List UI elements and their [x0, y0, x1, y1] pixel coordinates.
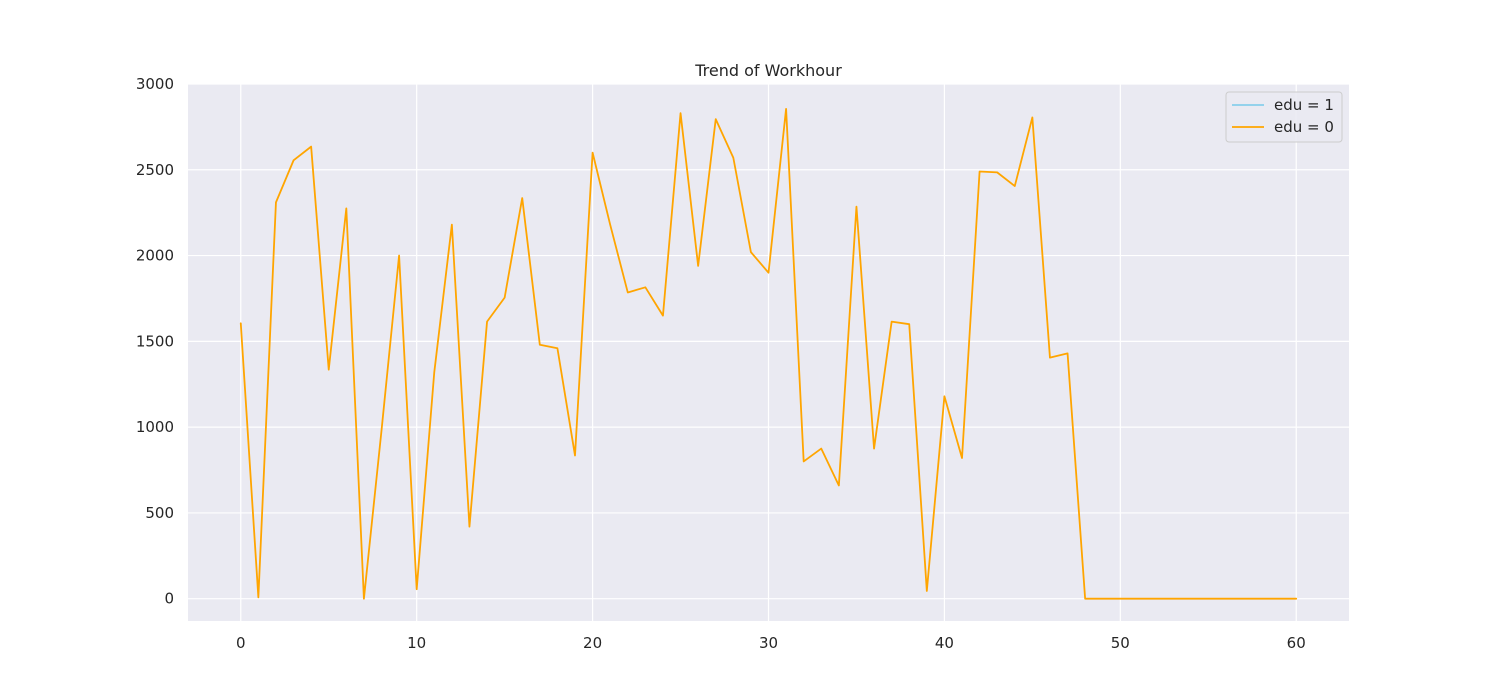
y-tick-label: 0	[164, 590, 174, 608]
x-tick-label: 30	[759, 634, 778, 652]
x-tick-label: 60	[1287, 634, 1306, 652]
y-tick-label: 500	[145, 504, 174, 522]
legend-label-1: edu = 0	[1274, 118, 1334, 136]
legend-label-0: edu = 1	[1274, 96, 1334, 114]
grid-lines	[188, 83, 1349, 621]
legend: edu = 1 edu = 0	[1225, 91, 1343, 143]
y-tick-label: 2000	[136, 247, 174, 265]
x-tick-label: 10	[407, 634, 426, 652]
x-tick-label: 40	[935, 634, 954, 652]
chart-title: Trend of Workhour	[694, 61, 842, 80]
x-tick-label: 50	[1111, 634, 1130, 652]
y-tick-label: 3000	[136, 75, 174, 93]
x-tick-labels: 0 10 20 30 40 50 60	[236, 634, 1306, 652]
y-tick-label: 2500	[136, 161, 174, 179]
y-tick-label: 1500	[136, 332, 174, 350]
x-tick-label: 20	[583, 634, 602, 652]
y-tick-label: 1000	[136, 418, 174, 436]
x-tick-label: 0	[236, 634, 246, 652]
y-tick-labels: 0 500 1000 1500 2000 2500 3000	[136, 75, 174, 608]
series-lines	[239, 107, 1298, 600]
series-line-1	[239, 107, 1298, 600]
